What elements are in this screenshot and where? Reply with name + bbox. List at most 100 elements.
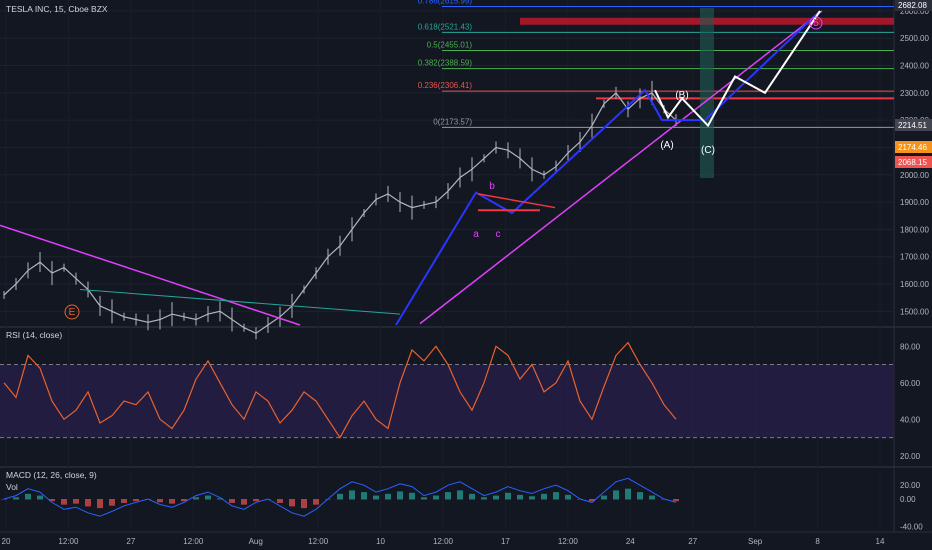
macd-histogram-bar: [373, 495, 379, 500]
time-tick-label: 17: [501, 537, 510, 546]
price-label-box: [895, 0, 932, 11]
macd-histogram-bar: [229, 499, 235, 503]
rsi-label: RSI (14, close): [6, 330, 63, 340]
chart-title: TESLA INC, 15, Cboe BZX: [6, 4, 108, 14]
wave-label: (A): [660, 140, 673, 151]
time-axis[interactable]: 20 12:00 27 12:00 Aug 12:00 10 12:00 17 12:00 24 27…: [2, 537, 885, 546]
macd-histogram-bar: [409, 492, 415, 500]
fib-level-label: 0.236(2306.41): [418, 81, 473, 90]
annotations: (A) (B) (C) 5 Ea b c: [64, 16, 823, 320]
price-label-box: [895, 119, 932, 131]
time-tick-label: 12:00: [308, 537, 329, 546]
time-tick-label: 12:00: [433, 537, 454, 546]
macd-histogram-bar: [313, 499, 319, 505]
macd-histogram-bar: [241, 499, 247, 505]
macd-histogram-bar: [553, 492, 559, 500]
rsi-tick-label: 40.00: [900, 415, 921, 424]
wave-label: c: [496, 229, 501, 240]
rsi-tick-label: 60.00: [900, 379, 921, 388]
price-tick-label: 1500.00: [900, 307, 929, 316]
macd-histogram-bar: [469, 493, 475, 500]
macd-tick-label: -40.00: [900, 523, 923, 532]
wedge-line: [79, 288, 401, 315]
macd-line: [3, 477, 677, 517]
macd-histogram-bar: [541, 493, 547, 500]
macd-histogram-bar: [385, 493, 391, 500]
rsi-tick-label: 80.00: [900, 342, 921, 351]
price-label: 2174.46: [898, 143, 927, 152]
price-tick-label: 2300.00: [900, 89, 929, 98]
price-tick-label: 2600.00: [900, 7, 929, 16]
wedge-top-line: [477, 193, 556, 209]
price-axis[interactable]: 1500.00 1600.00 1700.00 1800.00 1900.00 2000.…: [895, 0, 932, 532]
macd-histogram-bar: [493, 495, 499, 500]
macd-histogram-bar: [169, 499, 175, 504]
wave-label: E: [69, 307, 76, 318]
time-tick-label: 10: [376, 537, 385, 546]
macd-histogram-bar: [253, 499, 259, 502]
price-tick-label: 1900.00: [900, 198, 929, 207]
time-tick-label: 27: [126, 537, 135, 546]
vol-label: Vol: [6, 482, 18, 492]
time-tick-label: 12:00: [558, 537, 579, 546]
macd-tick-label: 0.00: [900, 495, 916, 504]
time-highlight: [700, 8, 714, 178]
rsi-band: [0, 364, 894, 438]
time-tick-label: 20: [2, 537, 11, 546]
macd-histogram-bar: [193, 497, 199, 500]
time-tick-label: 12:00: [58, 537, 79, 546]
time-tick-label: 12:00: [183, 537, 204, 546]
macd-histogram-bar: [625, 488, 631, 500]
fib-level-label: 0.786(2615.99): [418, 0, 473, 6]
rsi-line: [3, 341, 677, 439]
elliott-wave-line: [395, 10, 821, 326]
macd-histogram-bar: [349, 490, 355, 500]
macd-histogram-bar: [13, 497, 19, 500]
macd-histogram-bar: [157, 499, 163, 503]
price-tick-label: 1800.00: [900, 225, 929, 234]
price-tick-label: 1600.00: [900, 280, 929, 289]
macd-histogram-bar: [181, 499, 187, 502]
macd-histogram-bar: [277, 499, 283, 503]
downtrend-line: [0, 224, 301, 326]
time-tick-label: 27: [688, 537, 697, 546]
macd-histogram-bar: [25, 493, 31, 500]
macd-histogram-bar: [457, 490, 463, 500]
macd-histogram-bar: [637, 492, 643, 500]
wave-label: (B): [675, 90, 688, 101]
price-label: 2682.08: [898, 1, 927, 10]
macd-histogram-bar: [109, 499, 115, 506]
macd-histogram-bar: [421, 497, 427, 500]
macd-histogram-bar: [133, 499, 139, 502]
fib-level-label: 0.382(2388.59): [418, 59, 473, 68]
uptrend-line: [419, 10, 823, 325]
time-tick-label: Sep: [748, 537, 763, 546]
macd-histogram-bar: [649, 495, 655, 500]
macd-histogram-bar: [613, 490, 619, 500]
macd-pane[interactable]: [1, 477, 679, 517]
fib-level-label: 0(2173.57): [433, 117, 472, 126]
time-tick-label: Aug: [249, 537, 263, 546]
macd-histogram-bar: [49, 499, 55, 502]
macd-histogram-bar: [61, 499, 67, 505]
rsi-pane[interactable]: [0, 341, 894, 439]
time-tick-label: 8: [815, 537, 820, 546]
macd-histogram-bar: [85, 499, 91, 507]
wave-label: (C): [701, 145, 715, 156]
macd-histogram-bar: [37, 495, 43, 500]
macd-histogram-bar: [217, 498, 223, 500]
rsi-tick-label: 20.00: [900, 452, 921, 461]
price-pane[interactable]: 0.786(2615.99) 0.618(2521.43) 0.5(2455.01)…: [0, 0, 894, 340]
macd-histogram-bar: [289, 499, 295, 507]
macd-histogram-bar: [601, 495, 607, 500]
macd-histogram-bar: [121, 499, 127, 503]
macd-histogram-bar: [73, 499, 79, 504]
price-label: 2068.15: [898, 158, 927, 167]
macd-histogram-bar: [517, 494, 523, 500]
price-tick-label: 2400.00: [900, 62, 929, 71]
macd-histogram-bar: [397, 491, 403, 500]
macd-histogram-bar: [565, 494, 571, 500]
macd-tick-label: 20.00: [900, 481, 921, 490]
